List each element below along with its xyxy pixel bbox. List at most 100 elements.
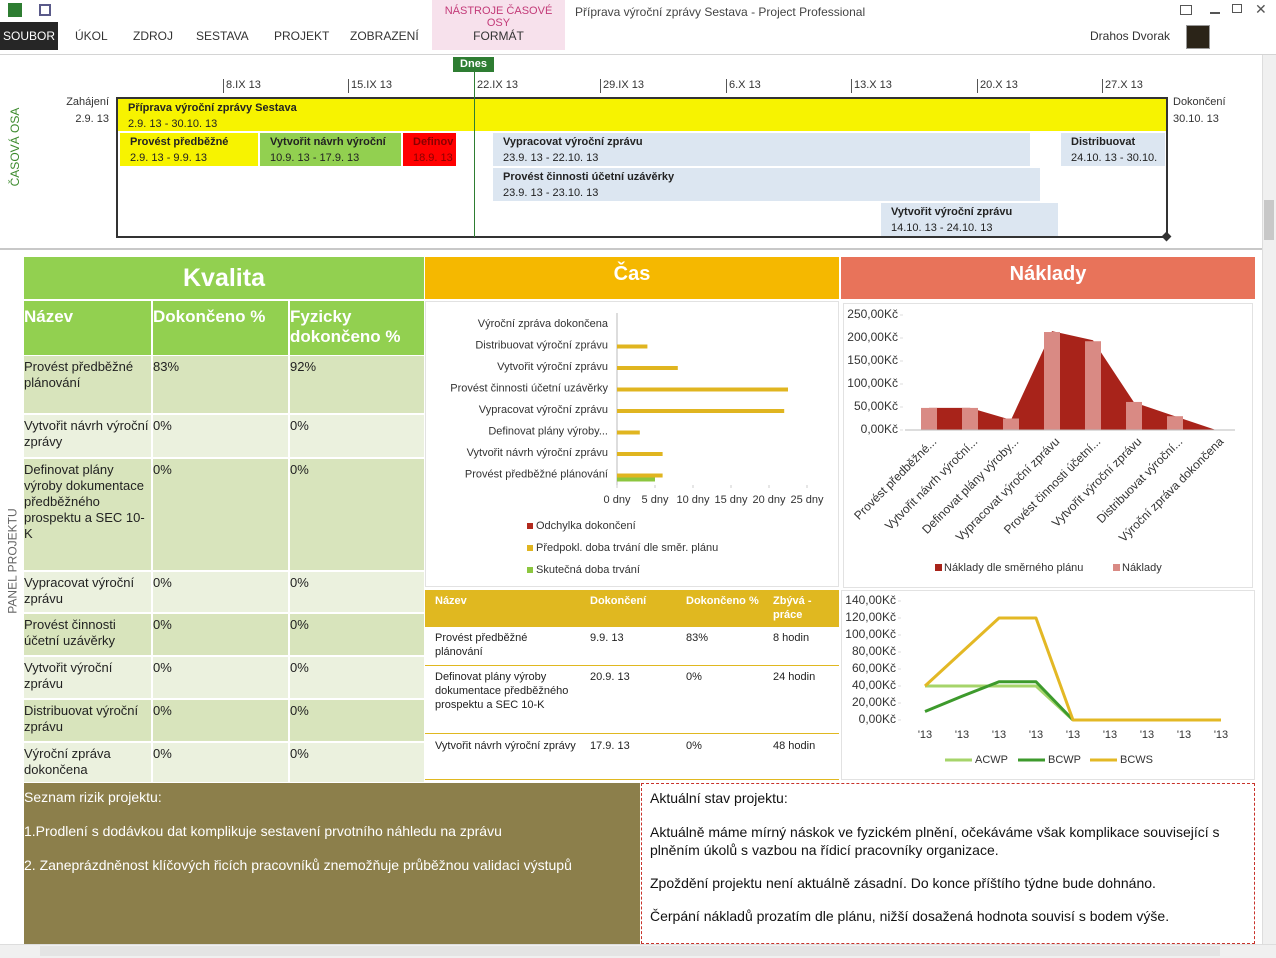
table-cell: 8 hodin — [763, 628, 839, 666]
time-chart-frame — [425, 301, 839, 587]
table-cell: 0% — [676, 667, 763, 734]
timeline-task[interactable]: Vytvořit návrh výroční 10.9. 13 - 17.9. 1… — [260, 133, 401, 166]
user-avatar[interactable] — [1186, 25, 1210, 49]
table-cell: 0% — [290, 743, 424, 782]
task-dates: 23.9. 13 - 23.10. 13 — [503, 187, 599, 199]
timeline-end — [1161, 231, 1172, 242]
task-name: Definov — [413, 136, 454, 148]
maximize-button[interactable] — [1232, 4, 1242, 13]
table-cell: 0% — [153, 657, 288, 698]
table-cell: 0% — [153, 743, 288, 782]
table-cell: Definovat plány výroby dokumentace předb… — [425, 667, 580, 734]
scroll-thumb[interactable] — [1264, 200, 1274, 240]
status-paragraph: Aktuálně máme mírný náskok ve fyzickém p… — [650, 824, 1220, 858]
quality-header: Kvalita — [24, 257, 424, 299]
start-label: Zahájení — [66, 96, 109, 108]
timeline-tick — [977, 79, 978, 93]
timeline-task[interactable]: Provést předběžné 2.9. 13 - 9.9. 13 — [120, 133, 258, 166]
finish-date: 30.10. 13 — [1173, 113, 1219, 125]
ribbon-tab[interactable]: FORMÁT — [473, 29, 524, 43]
timeline-date: 15.IX 13 — [351, 79, 392, 91]
table-cell: Vytvořit výroční zprávu — [24, 657, 151, 698]
table-cell: 83% — [153, 356, 288, 413]
timeline-task[interactable]: Distribuovat 24.10. 13 - 30.10. — [1061, 133, 1165, 166]
timeline-summary[interactable]: Příprava výroční zprávy Sestava 2.9. 13 -… — [118, 99, 1166, 131]
table-cell: 0% — [676, 736, 763, 780]
task-dates: 2.9. 13 - 30.10. 13 — [128, 118, 218, 130]
table-cell: 0% — [153, 700, 288, 741]
evm-chart-frame — [841, 590, 1255, 780]
table-cell: 0% — [290, 572, 424, 612]
column-header: Dokončení — [580, 590, 676, 627]
timeline-task[interactable]: Vypracovat výroční zprávu 23.9. 13 - 22.1… — [493, 133, 1030, 166]
column-header: Dokončeno % — [153, 301, 288, 355]
table-cell: 0% — [153, 572, 288, 612]
timeline-date: 27.X 13 — [1105, 79, 1143, 91]
table-cell: 0% — [290, 415, 424, 457]
finish-label: Dokončení — [1173, 96, 1226, 108]
ribbon-tab[interactable]: ZDROJ — [133, 29, 173, 43]
timeline-date: 29.IX 13 — [603, 79, 644, 91]
table-cell: Vytvořit návrh výroční zprávy — [425, 736, 580, 780]
help-button[interactable] — [1180, 5, 1192, 15]
timeline-task[interactable]: Vytvořit výroční zprávu 14.10. 13 - 24.10… — [881, 203, 1058, 236]
save-button[interactable] — [39, 4, 51, 16]
table-cell: 9.9. 13 — [580, 628, 676, 666]
ribbon-tab[interactable]: ÚKOL — [75, 29, 108, 43]
table-cell: Definovat plány výroby dokumentace předb… — [24, 459, 151, 570]
table-cell: Provést předběžné plánování — [24, 356, 151, 413]
timeline-tick — [348, 79, 349, 93]
task-dates: 10.9. 13 - 17.9. 13 — [270, 152, 360, 164]
risk-item: 1.Prodlení s dodávkou dat komplikuje ses… — [24, 823, 502, 839]
costs-header: Náklady — [841, 257, 1255, 299]
ribbon-tab[interactable]: ZOBRAZENÍ — [350, 29, 419, 43]
timeline-date: 20.X 13 — [980, 79, 1018, 91]
task-name: Vypracovat výroční zprávu — [503, 136, 643, 148]
timeline-date: 6.X 13 — [729, 79, 761, 91]
ribbon — [0, 0, 1276, 55]
table-cell: 24 hodin — [763, 667, 839, 734]
timeline-task[interactable]: Provést činnosti účetní uzávěrky 23.9. 13… — [493, 168, 1040, 201]
status-paragraph: Zpoždění projektu není aktuálně zásadní.… — [650, 875, 1156, 891]
context-group-label: NÁSTROJE ČASOVÉ OSY — [444, 5, 553, 29]
task-dates: 14.10. 13 - 24.10. 13 — [891, 222, 993, 234]
window-title: Příprava výroční zprávy Sestava - Projec… — [575, 5, 866, 19]
task-dates: 23.9. 13 - 22.10. 13 — [503, 152, 599, 164]
table-cell: 48 hodin — [763, 736, 839, 780]
table-cell: Vypracovat výroční zprávu — [24, 572, 151, 612]
table-cell: Provést předběžné plánování — [425, 628, 580, 666]
task-name: Provést činnosti účetní uzávěrky — [503, 171, 675, 183]
vertical-scrollbar[interactable] — [1262, 55, 1276, 944]
status-box[interactable]: Aktuální stav projektu: Aktuálně máme mí… — [641, 783, 1255, 944]
table-cell: 0% — [153, 415, 288, 457]
table-cell: 0% — [290, 459, 424, 570]
app-icon — [8, 3, 22, 17]
timeline-date: 22.IX 13 — [477, 79, 518, 91]
status-paragraph: Čerpání nákladů prozatím dle plánu, nižš… — [650, 908, 1170, 924]
table-cell: 83% — [676, 628, 763, 666]
table-cell: Vytvořit návrh výroční zprávy — [24, 415, 151, 457]
task-name: Distribuovat — [1071, 136, 1136, 148]
column-header: Název — [24, 301, 151, 355]
risks-box[interactable]: Seznam rizik projektu: 1.Prodlení s dodá… — [24, 783, 640, 944]
risk-item: 2. Zaneprázdněnost klíčových řicích prac… — [24, 857, 572, 873]
splitter[interactable] — [0, 248, 1262, 250]
table-cell: Distribuovat výroční zprávu — [24, 700, 151, 741]
scroll-thumb[interactable] — [40, 946, 1220, 956]
minimize-button[interactable] — [1210, 12, 1220, 14]
risks-title: Seznam rizik projektu: — [24, 789, 162, 805]
table-cell: 20.9. 13 — [580, 667, 676, 734]
table-cell: 0% — [153, 614, 288, 655]
ribbon-tab[interactable]: PROJEKT — [274, 29, 330, 43]
cost-chart-frame — [843, 303, 1253, 588]
today-marker: Dnes — [453, 57, 494, 72]
ribbon-tab[interactable]: SESTAVA — [196, 29, 249, 43]
ribbon-tab[interactable]: SOUBOR — [0, 22, 58, 50]
table-cell: 0% — [290, 657, 424, 698]
close-button[interactable]: ✕ — [1255, 1, 1267, 17]
panel-label: PANEL PROJEKTU — [5, 508, 20, 614]
column-header: Fyzicky dokončeno % — [290, 301, 424, 355]
user-name[interactable]: Drahos Dvorak — [1090, 29, 1171, 43]
timeline-task[interactable]: Definov 18.9. 13 — [403, 133, 456, 166]
